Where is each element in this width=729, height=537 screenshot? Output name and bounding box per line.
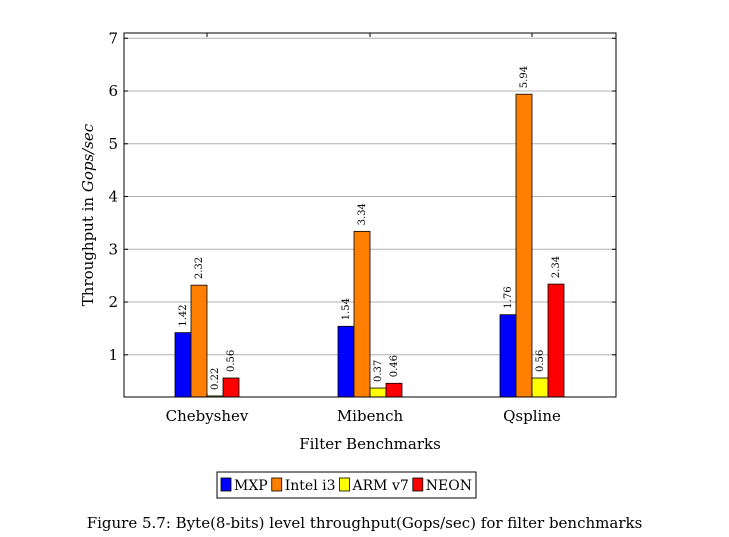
data-label: 1.76 <box>503 286 514 308</box>
y-axis-label-unit: Gops/sec <box>79 123 97 192</box>
data-label: 0.56 <box>226 350 237 372</box>
legend-label-mxp: MXP <box>234 478 268 494</box>
figure-caption: Figure 5.7: Byte(8-bits) level throughpu… <box>86 514 643 532</box>
y-tick-label: 3 <box>108 240 118 258</box>
legend-label-arm-v7: ARM v7 <box>352 478 409 494</box>
x-axis-categories: Chebyshev Mibench Qspline <box>166 33 561 425</box>
legend-swatch-neon <box>412 477 424 492</box>
y-tick-label: 4 <box>108 188 118 206</box>
legend-label-intel-i3: Intel i3 <box>285 478 336 494</box>
category-label-mibench: Mibench <box>337 407 404 425</box>
bar-intel-i3-mibench <box>353 230 371 398</box>
data-label: 2.32 <box>194 257 205 279</box>
data-label: 0.37 <box>373 360 384 382</box>
data-labels: 1.42 2.32 0.22 0.56 1.54 3.34 0.37 0.46 1.76 5.94… <box>178 66 562 390</box>
data-label: 1.54 <box>341 298 352 320</box>
data-label: 1.42 <box>178 304 189 326</box>
bar-arm-v7-mibench <box>369 387 387 398</box>
category-label-chebyshev: Chebyshev <box>166 407 249 425</box>
y-tick-label: 1 <box>108 346 118 364</box>
y-tick-label: 2 <box>108 293 118 311</box>
bar-mxp-chebyshev <box>174 332 192 398</box>
bar-neon-qspline <box>547 283 565 398</box>
bar-intel-i3-qspline <box>515 93 533 398</box>
legend-swatch-arm-v7 <box>339 477 350 492</box>
y-axis-ticks: 1 2 3 4 5 6 7 <box>108 29 616 364</box>
legend-swatch-mxp <box>220 477 232 492</box>
x-axis-label: Filter Benchmarks <box>299 435 441 453</box>
y-axis-label: Throughput in Gops/sec <box>79 123 97 306</box>
data-label: 0.56 <box>535 350 546 372</box>
bar-intel-i3-chebyshev <box>190 284 208 398</box>
bar-neon-chebyshev <box>222 377 240 398</box>
bar-arm-v7-qspline <box>531 377 549 398</box>
bar-neon-mibench <box>385 382 403 398</box>
legend-label-neon: NEON <box>426 478 472 494</box>
y-tick-label: 7 <box>108 29 118 47</box>
category-label-qspline: Qspline <box>503 407 561 425</box>
y-axis-label-prefix: Throughput in <box>79 192 97 306</box>
legend: MXP Intel i3 ARM v7 NEON <box>216 471 477 499</box>
bar-mxp-mibench <box>337 325 355 398</box>
bars <box>174 93 565 398</box>
data-label: 0.46 <box>389 355 400 377</box>
legend-swatch-intel-i3 <box>271 477 283 492</box>
data-label: 3.34 <box>357 203 368 225</box>
bar-chart: 1 2 3 4 5 6 7 Chebyshev Mibench Qspline 1.42 2.32… <box>79 29 617 499</box>
y-tick-label: 6 <box>108 82 118 100</box>
data-label: 0.22 <box>210 368 221 390</box>
data-label: 2.34 <box>551 256 562 278</box>
y-tick-label: 5 <box>108 135 118 153</box>
bar-mxp-qspline <box>499 314 517 398</box>
data-label: 5.94 <box>519 66 530 88</box>
